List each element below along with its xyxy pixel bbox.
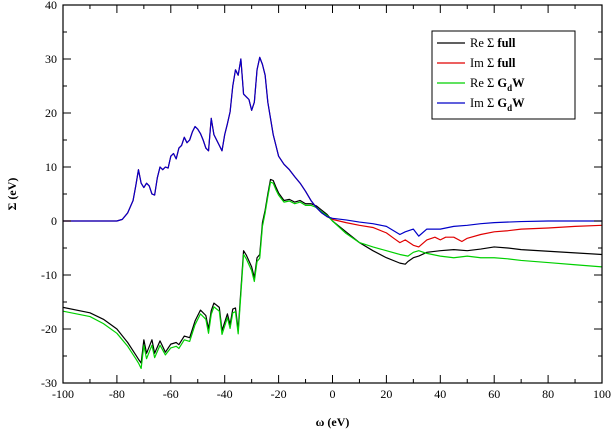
legend-prefix: Re Σ — [470, 36, 497, 50]
legend-prefix: Re Σ — [470, 76, 497, 90]
x-tick-label: -20 — [271, 387, 287, 401]
legend-box — [431, 30, 576, 120]
y-tick-label: -10 — [41, 268, 57, 282]
series-layer — [63, 56, 602, 370]
legend-prefix: Im Σ — [470, 96, 497, 110]
x-tick-label: 0 — [330, 387, 336, 401]
y-tick-label: 40 — [45, 0, 57, 12]
y-tick-label: 10 — [45, 160, 57, 174]
series-line-3 — [63, 181, 602, 370]
y-tick-label: 20 — [45, 106, 57, 120]
y-tick-label: 0 — [51, 214, 57, 228]
x-tick-label: 40 — [434, 387, 446, 401]
x-tick-label: 100 — [593, 387, 611, 401]
x-tick-label: -80 — [109, 387, 125, 401]
legend-entry: Re Σ full — [470, 36, 516, 50]
legend-entry: Im Σ full — [470, 56, 516, 70]
x-tick-label: 20 — [380, 387, 392, 401]
legend-prefix: Im Σ — [470, 56, 497, 70]
x-axis: -100 -80 -60 -40 -20 0 20 40 60 80 100 — [52, 5, 611, 401]
series-line-4 — [63, 56, 602, 237]
x-tick-label: 60 — [488, 387, 500, 401]
x-tick-label: 80 — [542, 387, 554, 401]
y-axis: -30 -20 -10 0 10 20 30 40 — [41, 0, 602, 390]
x-tick-label: -60 — [163, 387, 179, 401]
legend-suffix: full — [497, 56, 516, 70]
y-tick-label: -30 — [41, 376, 57, 390]
legend-entry: Im Σ GdW — [470, 96, 525, 113]
series-line-1 — [63, 178, 602, 364]
legend-entry: Re Σ GdW — [470, 76, 525, 93]
legend-suffix: full — [497, 36, 516, 50]
legend-suffix-tail: W — [512, 96, 525, 110]
y-axis-label: Σ (eV) — [5, 178, 19, 211]
y-tick-label: 30 — [45, 52, 57, 66]
y-tick-label: -20 — [41, 322, 57, 336]
legend-subscript: d — [507, 83, 512, 93]
x-tick-label: -100 — [52, 387, 74, 401]
x-tick-label: -40 — [217, 387, 233, 401]
legend-suffix-tail: W — [512, 76, 525, 90]
legend-suffix: G — [497, 76, 507, 90]
legend-subscript: d — [507, 103, 512, 113]
legend-suffix: G — [497, 96, 507, 110]
x-axis-label: ω (eV) — [316, 415, 350, 429]
